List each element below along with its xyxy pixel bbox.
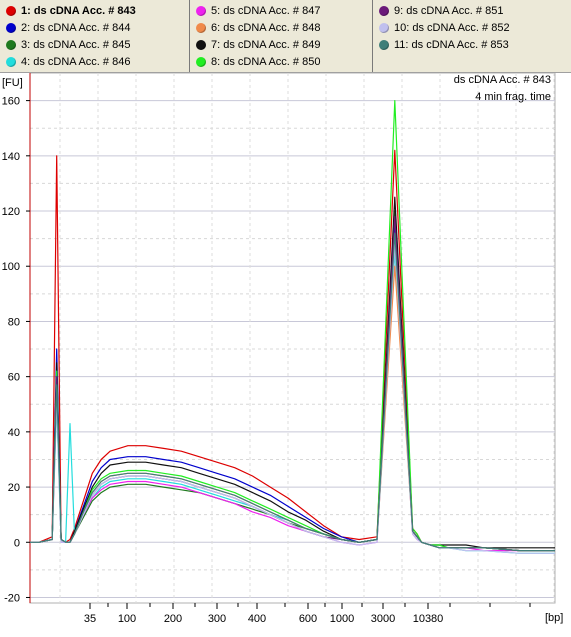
y-tick-label: 100	[2, 261, 20, 273]
series-lines	[30, 100, 555, 554]
x-tick-label: 600	[299, 613, 317, 625]
x-axis: 35 100 200 300 400 600 1000 3000 10380	[84, 603, 531, 625]
series-color-dot-icon	[379, 5, 389, 16]
series-color-dot-icon	[196, 5, 206, 16]
legend-label: 9: ds cDNA Acc. # 851	[394, 4, 504, 17]
y-axis: -20 0 20 40 60 80 100 120 140 160	[2, 73, 31, 604]
x-tick-label: 1000	[330, 613, 354, 625]
legend-label: 10: ds cDNA Acc. # 852	[394, 21, 510, 34]
legend-item[interactable]: 3: ds cDNA Acc. # 845	[6, 36, 130, 53]
x-tick-label: 3000	[371, 613, 395, 625]
x-tick-label: 200	[164, 613, 182, 625]
legend-label: 8: ds cDNA Acc. # 850	[211, 55, 321, 68]
legend-item[interactable]: 9: ds cDNA Acc. # 851	[379, 2, 503, 19]
series-line	[30, 232, 555, 552]
y-tick-label: 60	[8, 372, 20, 384]
y-tick-label: 160	[2, 96, 20, 108]
legend-column: 9: ds cDNA Acc. # 851 10: ds cDNA Acc. #…	[372, 0, 571, 72]
electropherogram-chart[interactable]: -20 0 20 40 60 80 100 120 140 160 35 100 200 300 400 6…	[0, 73, 571, 637]
series-color-dot-icon	[6, 22, 16, 33]
y-axis-label: [FU]	[2, 77, 23, 89]
legend-label: 3: ds cDNA Acc. # 845	[21, 38, 131, 51]
y-tick-label: 0	[14, 537, 20, 549]
legend-panel: 1: ds cDNA Acc. # 843 2: ds cDNA Acc. # …	[0, 0, 571, 73]
series-color-dot-icon	[6, 56, 16, 67]
x-axis-label: [bp]	[545, 612, 563, 624]
x-tick-label: 400	[248, 613, 266, 625]
series-color-dot-icon	[196, 39, 206, 50]
series-color-dot-icon	[6, 5, 16, 16]
legend-item[interactable]: 4: ds cDNA Acc. # 846	[6, 53, 130, 70]
annotation-frag-time: 4 min frag. time	[475, 91, 551, 103]
legend-item[interactable]: 8: ds cDNA Acc. # 850	[196, 53, 320, 70]
legend-label: 1: ds cDNA Acc. # 843	[21, 4, 136, 17]
legend-item[interactable]: 2: ds cDNA Acc. # 844	[6, 19, 130, 36]
x-tick-label: 300	[208, 613, 226, 625]
legend-label: 11: ds cDNA Acc. # 853	[394, 38, 509, 51]
x-tick-label: 100	[118, 613, 136, 625]
legend-label: 2: ds cDNA Acc. # 844	[21, 21, 131, 34]
legend-label: 7: ds cDNA Acc. # 849	[211, 38, 321, 51]
series-color-dot-icon	[379, 22, 389, 33]
plot-frame	[29, 73, 556, 604]
legend-label: 6: ds cDNA Acc. # 848	[211, 21, 321, 34]
y-tick-label: 40	[8, 427, 20, 439]
legend-column: 1: ds cDNA Acc. # 843 2: ds cDNA Acc. # …	[0, 0, 189, 72]
x-tick-label: 35	[84, 613, 96, 625]
y-tick-label: 140	[2, 151, 20, 163]
x-tick-label: 10380	[413, 613, 444, 625]
legend-label: 5: ds cDNA Acc. # 847	[211, 4, 321, 17]
y-tick-label: 20	[8, 482, 20, 494]
annotation-sample-name: ds cDNA Acc. # 843	[454, 74, 551, 86]
legend-item[interactable]: 1: ds cDNA Acc. # 843	[6, 2, 136, 19]
legend-item[interactable]: 11: ds cDNA Acc. # 853	[379, 36, 509, 53]
series-color-dot-icon	[196, 22, 206, 33]
y-tick-label: -20	[4, 592, 20, 604]
legend-item[interactable]: 6: ds cDNA Acc. # 848	[196, 19, 320, 36]
legend-column: 5: ds cDNA Acc. # 847 6: ds cDNA Acc. # …	[189, 0, 373, 72]
series-color-dot-icon	[6, 39, 16, 50]
legend-item[interactable]: 7: ds cDNA Acc. # 849	[196, 36, 320, 53]
series-color-dot-icon	[196, 56, 206, 67]
series-color-dot-icon	[379, 39, 389, 50]
grid-lines	[29, 73, 556, 604]
y-tick-label: 80	[8, 316, 20, 328]
legend-label: 4: ds cDNA Acc. # 846	[21, 55, 131, 68]
legend-item[interactable]: 5: ds cDNA Acc. # 847	[196, 2, 320, 19]
y-tick-label: 120	[2, 206, 20, 218]
legend-item[interactable]: 10: ds cDNA Acc. # 852	[379, 19, 510, 36]
